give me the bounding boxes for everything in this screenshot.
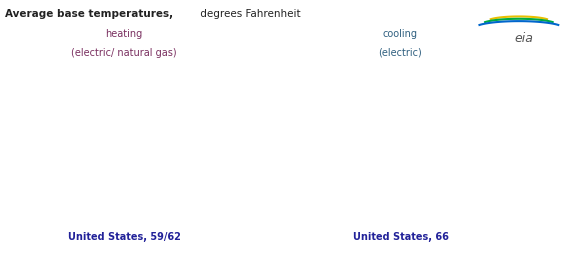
Text: (electric): (electric) <box>378 48 422 58</box>
Text: cooling: cooling <box>383 29 418 39</box>
Text: Average base temperatures,: Average base temperatures, <box>5 9 173 19</box>
Text: eia: eia <box>514 32 533 45</box>
Text: United States, 66: United States, 66 <box>352 232 448 242</box>
Text: (electric/ natural gas): (electric/ natural gas) <box>71 48 177 58</box>
Text: degrees Fahrenheit: degrees Fahrenheit <box>197 9 301 19</box>
Text: heating: heating <box>105 29 143 39</box>
Text: United States, 59/62: United States, 59/62 <box>68 232 180 242</box>
